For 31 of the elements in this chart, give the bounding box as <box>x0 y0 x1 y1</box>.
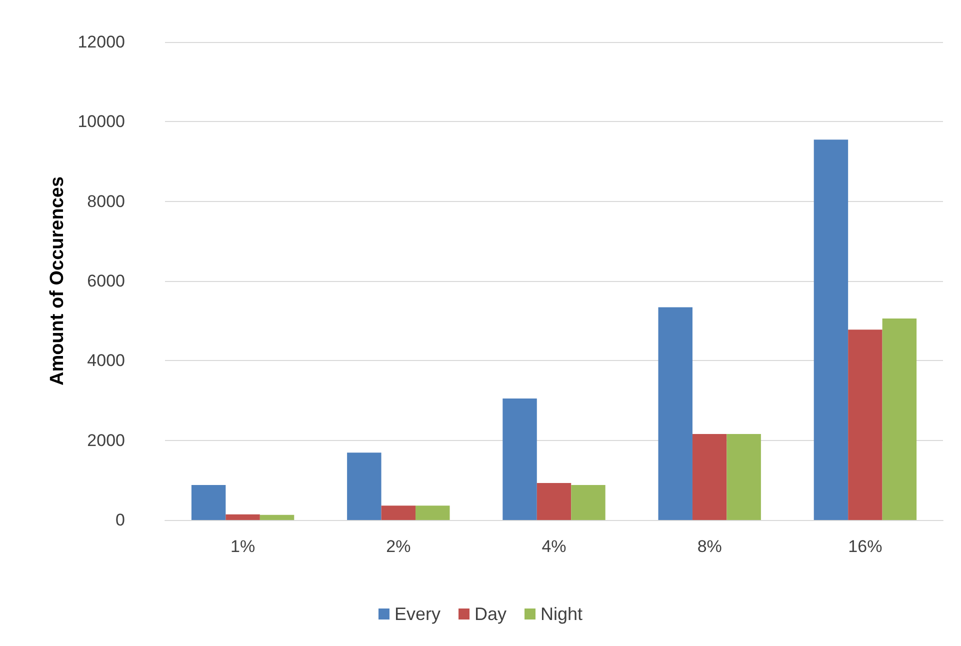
bar <box>191 484 226 520</box>
bar <box>571 484 606 520</box>
legend-label: Day <box>474 604 507 624</box>
bar <box>814 140 848 520</box>
bar <box>381 506 416 520</box>
y-tick-label: 4000 <box>87 351 125 370</box>
bar <box>726 434 761 520</box>
y-axis-title: Amount of Occurences <box>46 176 68 386</box>
bar <box>882 318 917 520</box>
x-tick-label: 1% <box>230 537 256 556</box>
y-tick-label: 8000 <box>87 192 125 211</box>
legend-label: Night <box>540 604 583 624</box>
bar <box>692 434 727 520</box>
x-tick-label: 4% <box>542 537 566 556</box>
x-tick-label: 8% <box>697 537 722 556</box>
bar <box>658 307 692 520</box>
y-tick-label: 0 <box>116 510 125 530</box>
bar <box>347 452 382 520</box>
x-tick-label: 16% <box>848 537 882 556</box>
y-tick-label: 12000 <box>78 32 125 52</box>
bar <box>848 330 882 520</box>
bar <box>502 398 537 520</box>
bar <box>260 514 294 520</box>
y-tick-label: 6000 <box>87 272 125 290</box>
bar <box>416 506 450 520</box>
y-tick-label: 10000 <box>78 112 125 132</box>
y-tick-label: 2000 <box>87 430 125 450</box>
bar <box>226 514 260 520</box>
x-tick-label: 2% <box>386 537 411 556</box>
legend-label: Every <box>394 604 440 624</box>
bar <box>536 482 572 520</box>
